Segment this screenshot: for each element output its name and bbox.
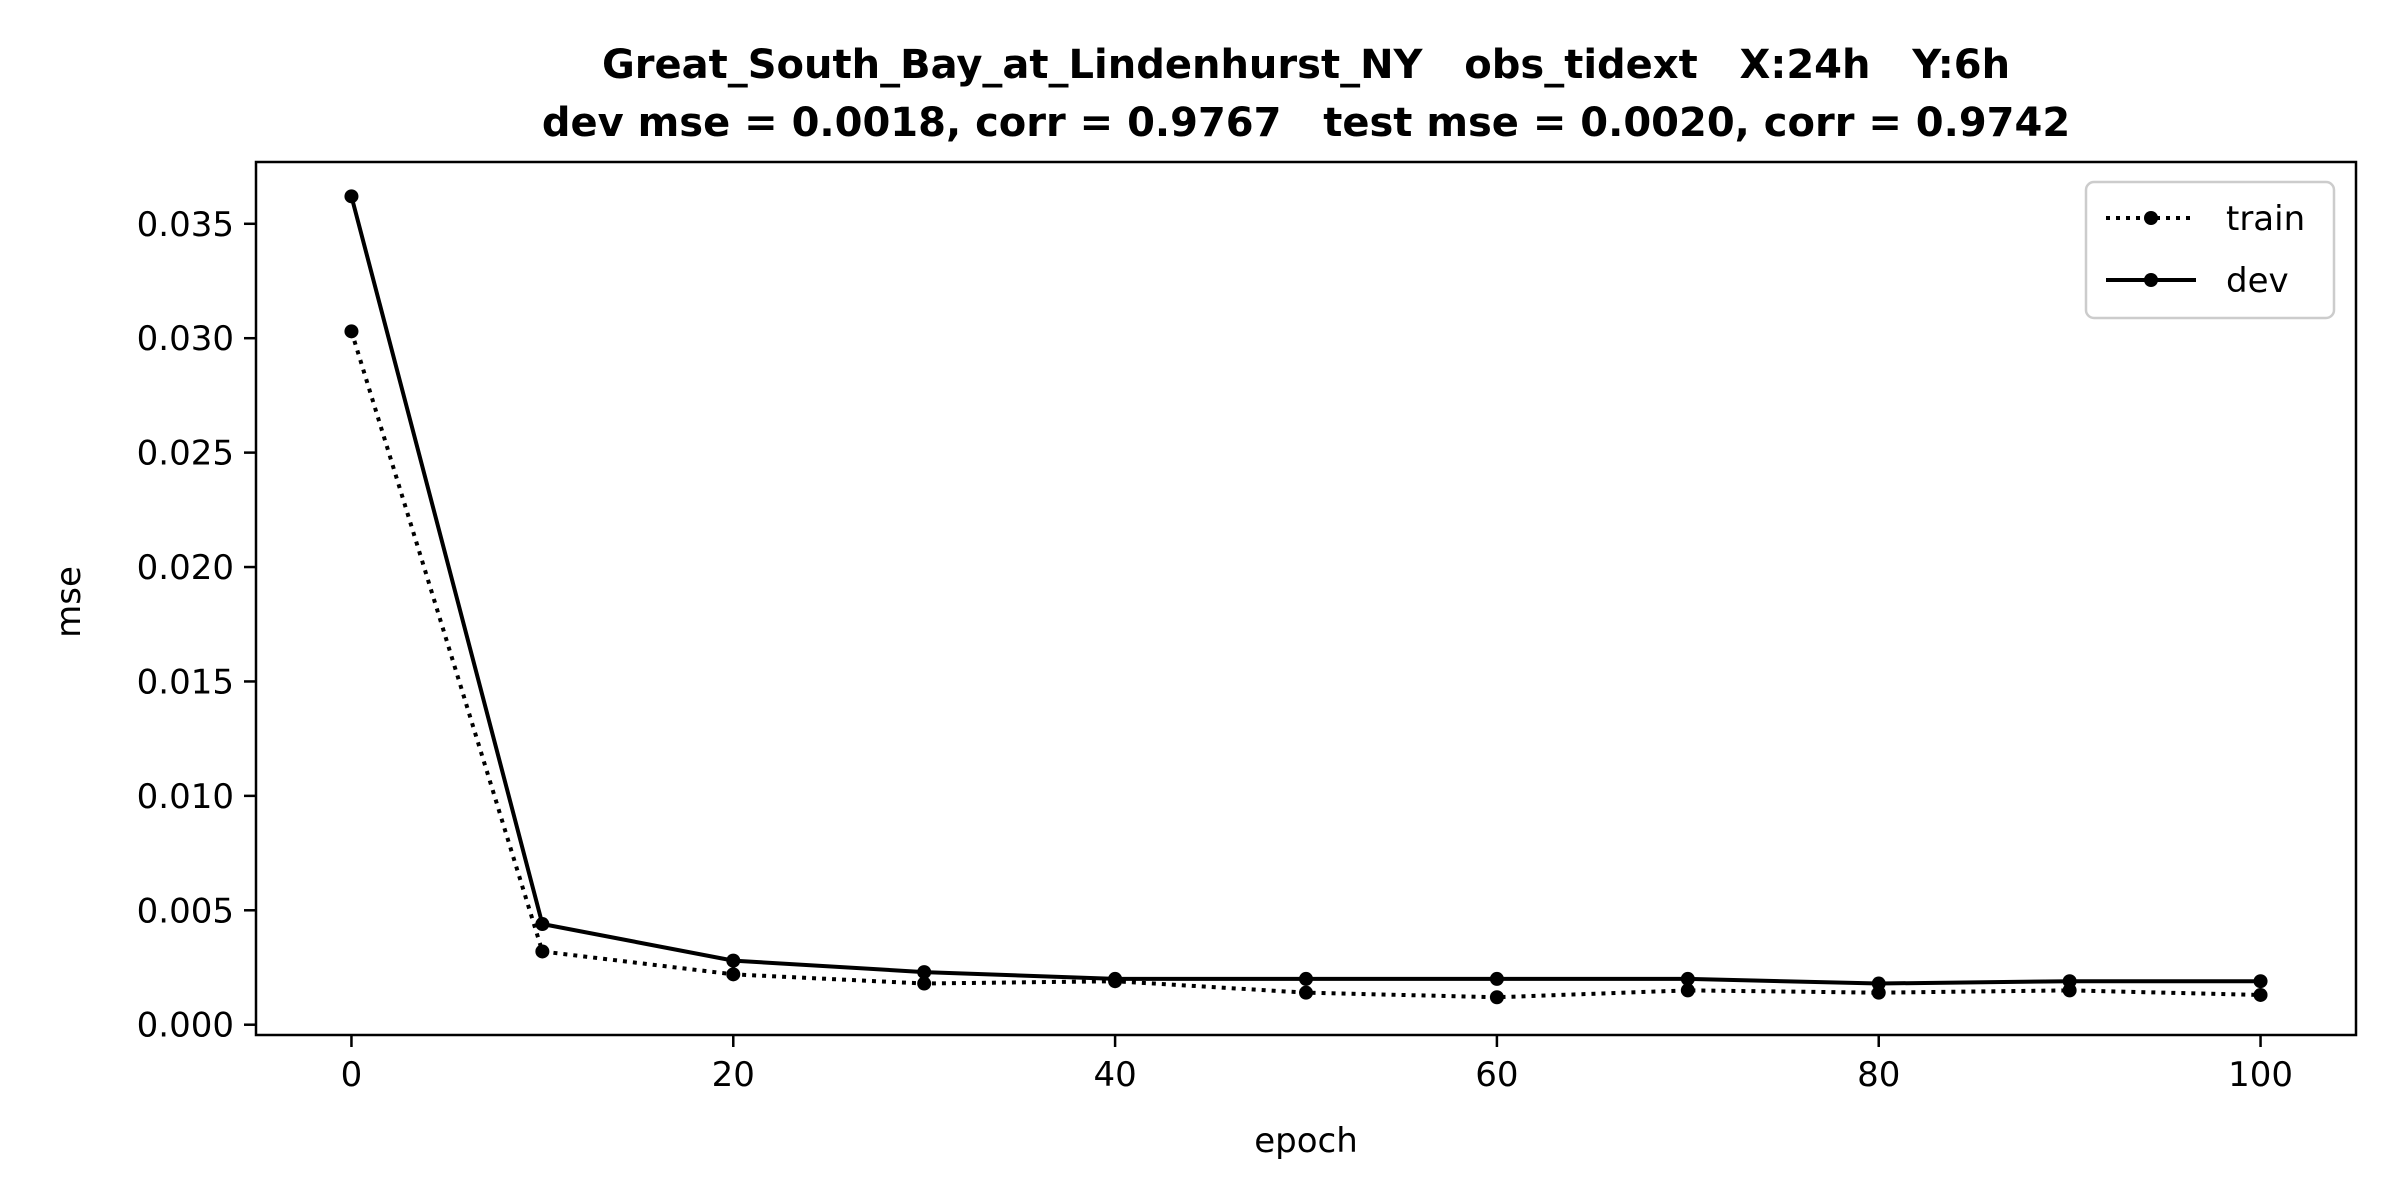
y-axis: 0.000 0.005 0.010 0.015 0.020 0.025 0.030 0.035 bbox=[137, 205, 256, 1046]
data-point-dev bbox=[535, 917, 550, 932]
plot-area-frame bbox=[254, 160, 2358, 1037]
data-point-train bbox=[535, 944, 550, 959]
chart-title: Great_South_Bay_at_Lindenhurst_NY obs_ti… bbox=[602, 42, 2010, 88]
chart-subtitle: dev mse = 0.0018, corr = 0.9767 test mse… bbox=[542, 100, 2070, 146]
data-point-train bbox=[1680, 983, 1695, 998]
data-point-dev bbox=[1108, 971, 1123, 986]
data-point-dev bbox=[2062, 974, 2077, 989]
data-point-dev bbox=[1299, 971, 1313, 986]
data-point-train bbox=[726, 967, 741, 982]
x-tick-label: 40 bbox=[1093, 1055, 1136, 1095]
x-axis: 0 20 40 60 80 100 bbox=[341, 1035, 2293, 1095]
x-tick-label: 100 bbox=[2228, 1055, 2293, 1095]
y-tick-label: 0.020 bbox=[137, 548, 234, 588]
y-axis-label: mse bbox=[49, 566, 89, 638]
x-tick-label: 80 bbox=[1857, 1055, 1900, 1095]
y-tick-label: 0.005 bbox=[137, 891, 234, 931]
x-tick-label: 60 bbox=[1475, 1055, 1518, 1095]
data-point-train bbox=[2253, 987, 2268, 1002]
data-point-dev bbox=[344, 189, 359, 204]
data-point-dev bbox=[917, 965, 932, 980]
data-point-dev bbox=[2253, 974, 2268, 989]
data-point-train bbox=[1299, 985, 1313, 1000]
series-line-dev bbox=[349, 195, 2261, 986]
data-point-dev bbox=[1680, 971, 1695, 986]
legend-marker-train bbox=[2144, 211, 2158, 225]
data-point-dev bbox=[1489, 971, 1504, 986]
legend-label-dev: dev bbox=[2226, 261, 2289, 301]
y-tick-label: 0.010 bbox=[137, 777, 234, 817]
data-point-train bbox=[917, 976, 932, 991]
series-layer bbox=[344, 189, 2268, 1005]
y-tick-label: 0.030 bbox=[137, 319, 234, 359]
y-tick-label: 0.035 bbox=[137, 205, 234, 245]
data-point-dev bbox=[726, 953, 741, 968]
legend: train dev bbox=[2084, 180, 2336, 320]
x-tick-label: 20 bbox=[712, 1055, 755, 1095]
y-tick-label: 0.015 bbox=[137, 662, 234, 702]
series-line-train bbox=[349, 330, 2261, 1000]
y-tick-label: 0.025 bbox=[137, 434, 234, 474]
data-point-train bbox=[344, 324, 359, 339]
data-point-dev bbox=[1871, 976, 1886, 991]
data-point-train bbox=[1489, 990, 1504, 1005]
x-tick-label: 0 bbox=[341, 1055, 363, 1095]
legend-marker-dev bbox=[2144, 273, 2158, 287]
legend-label-train: train bbox=[2226, 199, 2305, 239]
x-axis-label: epoch bbox=[1254, 1121, 1358, 1161]
y-tick-label: 0.000 bbox=[137, 1006, 234, 1046]
